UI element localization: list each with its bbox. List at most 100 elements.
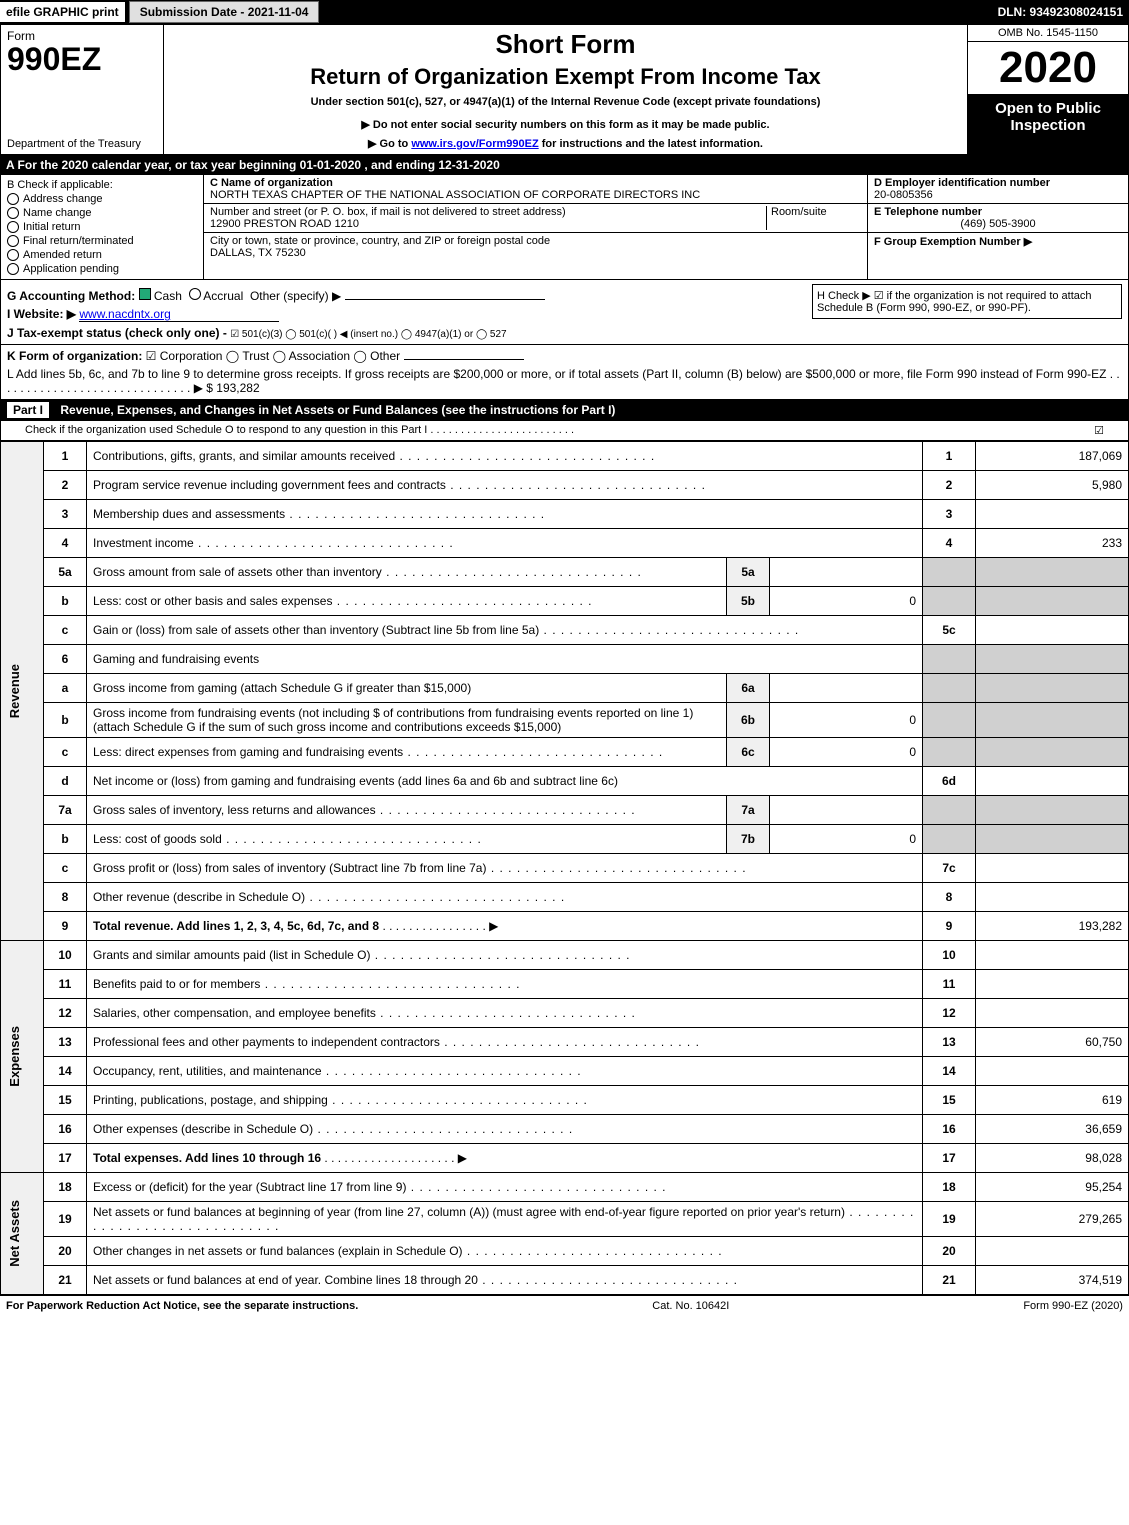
header-left: Form 990EZ Department of the Treasury bbox=[1, 25, 164, 154]
footer-mid: Cat. No. 10642I bbox=[652, 1300, 729, 1312]
table-row: 9 Total revenue. Add lines 1, 2, 3, 4, 5… bbox=[1, 912, 1129, 941]
short-form-title: Short Form bbox=[174, 29, 957, 60]
subtitle-pre: ▶ Go to bbox=[368, 138, 411, 150]
table-row: 2 Program service revenue including gove… bbox=[1, 471, 1129, 500]
org-address: 12900 PRESTON ROAD 1210 bbox=[210, 218, 359, 230]
meta-block: H Check ▶ ☑ if the organization is not r… bbox=[0, 280, 1129, 345]
table-row: c Gain or (loss) from sale of assets oth… bbox=[1, 616, 1129, 645]
table-row: 8 Other revenue (describe in Schedule O)… bbox=[1, 883, 1129, 912]
table-row: 17Total expenses. Add lines 10 through 1… bbox=[1, 1144, 1129, 1173]
open-to-public: Open to Public Inspection bbox=[968, 94, 1128, 154]
submission-date: Submission Date - 2021-11-04 bbox=[129, 1, 320, 23]
table-row: c Gross profit or (loss) from sales of i… bbox=[1, 854, 1129, 883]
table-row: a Gross income from gaming (attach Sched… bbox=[1, 674, 1129, 703]
subtitle-section: Under section 501(c), 527, or 4947(a)(1)… bbox=[174, 96, 957, 108]
table-row: b Less: cost of goods sold 7b 0 bbox=[1, 825, 1129, 854]
subtitle-link-line: ▶ Go to www.irs.gov/Form990EZ for instru… bbox=[174, 137, 957, 150]
part1-table: Revenue 1 Contributions, gifts, grants, … bbox=[0, 441, 1129, 1295]
chk-application-pending[interactable]: Application pending bbox=[7, 263, 197, 275]
radio-icon bbox=[7, 263, 19, 275]
footer-left: For Paperwork Reduction Act Notice, see … bbox=[6, 1300, 358, 1312]
part1-title: Revenue, Expenses, and Changes in Net As… bbox=[60, 403, 615, 417]
omb-number: OMB No. 1545-1150 bbox=[968, 25, 1128, 42]
table-row: 19Net assets or fund balances at beginni… bbox=[1, 1202, 1129, 1237]
radio-icon bbox=[7, 235, 19, 247]
block-identity: B Check if applicable: Address change Na… bbox=[0, 175, 1129, 280]
revenue-side-label: Revenue bbox=[7, 664, 22, 718]
radio-icon[interactable] bbox=[189, 288, 201, 300]
b-header: B Check if applicable: bbox=[7, 179, 197, 191]
col-c-org: C Name of organization NORTH TEXAS CHAPT… bbox=[204, 175, 868, 279]
table-row: 13Professional fees and other payments t… bbox=[1, 1028, 1129, 1057]
chk-final-return[interactable]: Final return/terminated bbox=[7, 235, 197, 247]
header-right: OMB No. 1545-1150 2020 Open to Public In… bbox=[967, 25, 1128, 154]
table-row: 7a Gross sales of inventory, less return… bbox=[1, 796, 1129, 825]
table-row: 20Other changes in net assets or fund ba… bbox=[1, 1237, 1129, 1266]
header-center: Short Form Return of Organization Exempt… bbox=[164, 25, 967, 154]
col-b-checkboxes: B Check if applicable: Address change Na… bbox=[1, 175, 204, 279]
footer-right: Form 990-EZ (2020) bbox=[1023, 1300, 1123, 1312]
part1-tag: Part I bbox=[7, 402, 49, 418]
dln: DLN: 93492308024151 bbox=[998, 5, 1123, 19]
expenses-side-label: Expenses bbox=[7, 1026, 22, 1087]
table-row: d Net income or (loss) from gaming and f… bbox=[1, 767, 1129, 796]
col-d-right: D Employer identification number 20-0805… bbox=[868, 175, 1128, 279]
table-row: 4 Investment income 4 233 bbox=[1, 529, 1129, 558]
line-j: J Tax-exempt status (check only one) - ☑… bbox=[7, 326, 1122, 340]
radio-icon bbox=[7, 193, 19, 205]
top-bar: efile GRAPHIC print Submission Date - 20… bbox=[0, 0, 1129, 24]
chk-name-change[interactable]: Name change bbox=[7, 207, 197, 219]
part1-sub: Check if the organization used Schedule … bbox=[0, 421, 1129, 441]
org-city: DALLAS, TX 75230 bbox=[210, 247, 306, 259]
website-link[interactable]: www.nacdntx.org bbox=[79, 307, 279, 322]
table-row: b Less: cost or other basis and sales ex… bbox=[1, 587, 1129, 616]
table-row: 3 Membership dues and assessments 3 bbox=[1, 500, 1129, 529]
tel-label: E Telephone number bbox=[874, 206, 982, 218]
table-row: 6 Gaming and fundraising events bbox=[1, 645, 1129, 674]
tel-value: (469) 505-3900 bbox=[874, 218, 1122, 230]
ein-value: 20-0805356 bbox=[874, 189, 933, 201]
chk-amended-return[interactable]: Amended return bbox=[7, 249, 197, 261]
org-name: NORTH TEXAS CHAPTER OF THE NATIONAL ASSO… bbox=[210, 189, 700, 201]
table-row: 14Occupancy, rent, utilities, and mainte… bbox=[1, 1057, 1129, 1086]
chk-address-change[interactable]: Address change bbox=[7, 193, 197, 205]
table-row: 21Net assets or fund balances at end of … bbox=[1, 1266, 1129, 1295]
table-row: Net Assets 18 Excess or (deficit) for th… bbox=[1, 1173, 1129, 1202]
c-name-label: C Name of organization bbox=[210, 177, 333, 189]
efile-print[interactable]: efile GRAPHIC print bbox=[0, 2, 125, 22]
radio-icon bbox=[7, 207, 19, 219]
line-l: L Add lines 5b, 6c, and 7b to line 9 to … bbox=[7, 367, 1122, 395]
table-row: c Less: direct expenses from gaming and … bbox=[1, 738, 1129, 767]
form-header: Form 990EZ Department of the Treasury Sh… bbox=[0, 24, 1129, 155]
table-row: Revenue 1 Contributions, gifts, grants, … bbox=[1, 442, 1129, 471]
footer: For Paperwork Reduction Act Notice, see … bbox=[0, 1295, 1129, 1316]
subtitle-ssn: ▶ Do not enter social security numbers o… bbox=[174, 118, 957, 131]
part1-header: Part I Revenue, Expenses, and Changes in… bbox=[0, 400, 1129, 421]
group-exempt-label: F Group Exemption Number ▶ bbox=[874, 236, 1032, 248]
form-number: 990EZ bbox=[7, 43, 157, 75]
tax-year: 2020 bbox=[968, 42, 1128, 94]
irs-link[interactable]: www.irs.gov/Form990EZ bbox=[411, 138, 538, 150]
h-box: H Check ▶ ☑ if the organization is not r… bbox=[812, 284, 1122, 319]
table-row: Expenses 10 Grants and similar amounts p… bbox=[1, 941, 1129, 970]
department: Department of the Treasury bbox=[7, 138, 157, 150]
netassets-side-label: Net Assets bbox=[7, 1200, 22, 1267]
room-label: Room/suite bbox=[771, 206, 827, 218]
line-k: K Form of organization: ☑ Corporation ◯ … bbox=[7, 349, 1122, 363]
part1-check: ☑ bbox=[1094, 424, 1104, 437]
chk-initial-return[interactable]: Initial return bbox=[7, 221, 197, 233]
radio-icon bbox=[7, 221, 19, 233]
table-row: 15Printing, publications, postage, and s… bbox=[1, 1086, 1129, 1115]
ein-label: D Employer identification number bbox=[874, 177, 1050, 189]
subtitle-post: for instructions and the latest informat… bbox=[542, 138, 763, 150]
table-row: b Gross income from fundraising events (… bbox=[1, 703, 1129, 738]
c-city-label: City or town, state or province, country… bbox=[210, 235, 550, 247]
table-row: 11Benefits paid to or for members11 bbox=[1, 970, 1129, 999]
table-row: 16Other expenses (describe in Schedule O… bbox=[1, 1115, 1129, 1144]
banner-a: A For the 2020 calendar year, or tax yea… bbox=[0, 155, 1129, 175]
table-row: 5a Gross amount from sale of assets othe… bbox=[1, 558, 1129, 587]
meta-block-2: K Form of organization: ☑ Corporation ◯ … bbox=[0, 345, 1129, 400]
checkbox-icon[interactable] bbox=[139, 288, 151, 300]
c-addr-label: Number and street (or P. O. box, if mail… bbox=[210, 206, 566, 218]
return-title: Return of Organization Exempt From Incom… bbox=[174, 64, 957, 90]
